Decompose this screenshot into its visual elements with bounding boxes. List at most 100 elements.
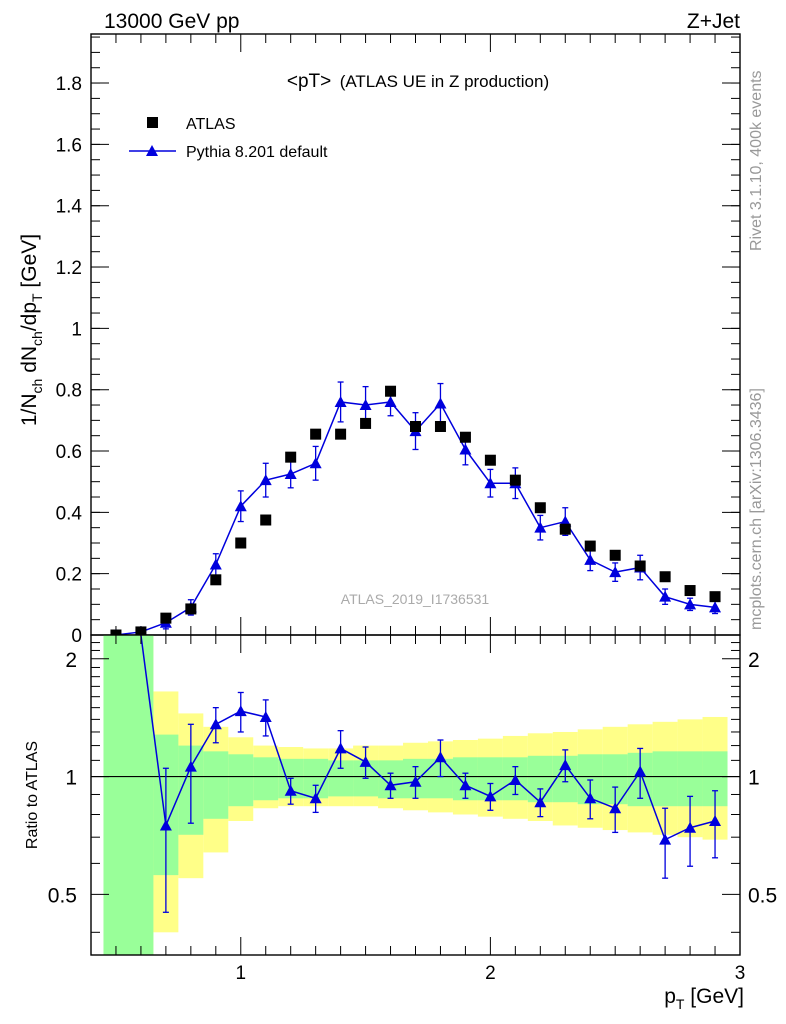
ratio-y-tick-label-right: 1 [748,767,760,790]
data-marker [185,603,197,615]
mc-marker [434,397,447,409]
header-left: 13000 GeV pp [104,10,239,33]
mc-marker [259,474,272,486]
ratio-axis-ticks [91,635,740,955]
ratio-plot-frame [90,634,741,956]
ratio-y-tick-labels: 0.5 0.5 1 1 2 2 [48,649,777,908]
data-marker [484,454,496,466]
ratio-mc-marker [259,710,272,722]
ratio-mc-marker [409,775,422,787]
ratio-mc-marker [434,751,447,763]
data-marker [410,420,421,432]
y-tick-label: 0.6 [56,442,82,463]
analysis-watermark: ATLAS_2019_I1736531 [341,591,490,607]
ratio-y-tick-label-right: 2 [748,649,760,672]
data-marker [360,417,372,429]
ratio-mc-marker [384,779,397,791]
ratio-mc-marker [234,705,247,717]
y-tick-label: 1.4 [56,197,83,218]
mc-marker [584,553,597,565]
data-series-main [110,385,721,641]
ratio-mc-marker [184,760,197,772]
y-tick-label: 0.2 [56,565,82,586]
main-panel: 0 0.2 0.4 0.6 0.8 1 1.2 1.4 1.6 1.8 <pT> (ATLAS U… [18,33,741,647]
ratio-mc-marker [159,819,172,831]
ratio-mc-marker [659,833,672,845]
data-marker [534,502,546,514]
x-axis-label: pT [GeV] [664,985,744,1012]
header-right: Z+Jet [687,10,740,33]
ratio-mc-marker [359,755,372,767]
legend-mc-label: Pythia 8.201 default [186,144,328,161]
main-y-axis-label: 1/Nch dNch/dpT [GeV] [18,234,45,426]
data-marker [310,428,322,440]
mc-marker [659,590,672,602]
svg-text:1/Nch dNch/dpT [GeV]: 1/Nch dNch/dpT [GeV] [18,234,45,426]
y-tick-label: 1 [71,319,82,340]
ratio-panel: 0.5 0.5 1 1 2 2 1 2 3 Ratio to ATLAS pT [GeV] [24,634,777,1012]
ratio-band-inner [103,635,154,955]
data-marker [709,591,721,603]
legend-mc-marker [146,145,158,156]
x-tick-labels: 1 2 3 [235,963,745,984]
mc-marker [359,399,372,411]
data-marker [584,540,596,552]
ratio-y-axis-label: Ratio to ATLAS [24,741,41,849]
data-marker [634,560,646,572]
mc-marker [384,395,397,407]
y-tick-label: 1.8 [56,74,82,95]
ratio-mc-marker [334,742,347,754]
data-marker [260,514,272,526]
data-marker [509,474,521,486]
legend-data-label: ATLAS [186,116,236,133]
data-marker [684,585,696,597]
data-marker [135,626,147,638]
legend-data-marker [147,117,158,128]
y-tick-label: 0 [71,626,82,647]
ratio-mc-marker [509,773,522,785]
ratio-band-inner [203,751,229,819]
ratio-band-inner [652,751,678,807]
legend: ATLAS Pythia 8.201 default [129,116,328,161]
data-marker [609,549,621,561]
ratio-mc-marker [309,792,322,804]
mc-marker [709,601,722,613]
plot-title: <pT> (ATLAS UE in Z production) [287,71,549,92]
data-marker [160,612,172,624]
data-marker [559,523,571,535]
ratio-mc-marker [459,779,472,791]
mc-marker [209,558,222,570]
ratio-mc-marker [559,759,572,771]
ratio-mc-marker [534,796,547,808]
ratio-y-tick-label: 1 [65,767,77,790]
ratio-mc-marker [584,792,597,804]
data-marker [335,428,347,440]
ratio-y-tick-label-right: 0.5 [748,884,777,907]
ratio-mc-marker [634,765,647,777]
data-marker [434,420,446,432]
mc-marker [459,443,472,455]
mcplots-label: mcplots.cern.ch [arXiv:1306.3436] [748,388,765,630]
ratio-band-inner [228,754,254,807]
ratio-mc-marker [709,814,722,826]
data-marker [385,385,397,397]
mc-series-ratio [140,634,722,913]
plot-title-sub: (ATLAS UE in Z production) [340,72,549,91]
ratio-y-tick-label: 0.5 [48,884,77,907]
ratio-mc-marker [684,821,697,833]
x-tick-label: 3 [735,963,746,984]
y-tick-label: 0.8 [56,381,82,402]
mc-marker [309,457,322,469]
plot-title-main: <pT> [287,71,331,92]
mc-marker [609,566,622,578]
ratio-y-tick-label: 2 [65,649,77,672]
mc-marker [484,477,497,489]
ratio-band-inner [253,757,279,801]
mc-marker [334,395,347,407]
data-marker [459,431,471,443]
mc-marker [234,500,247,512]
ratio-mc-marker [284,784,297,796]
x-tick-label: 1 [235,963,246,984]
data-marker [235,537,247,549]
